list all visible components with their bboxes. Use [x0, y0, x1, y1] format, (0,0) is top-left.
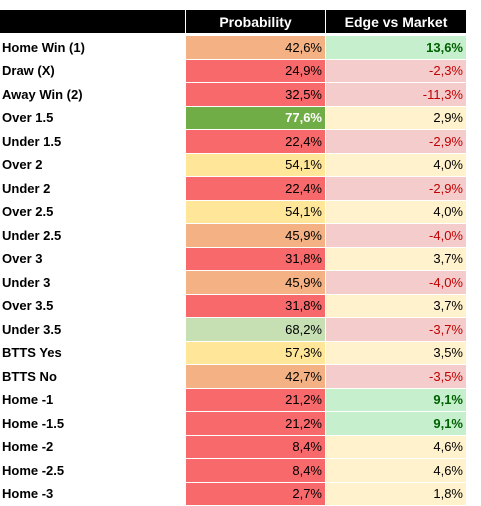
edge-cell: 13,6% — [325, 36, 466, 59]
prediction-cell: BTTS No — [0, 365, 185, 388]
edge-cell: 4,6% — [325, 459, 466, 482]
edge-cell: 4,0% — [325, 201, 466, 224]
probability-cell: 31,8% — [185, 295, 325, 318]
prediction-cell: Over 3.5 — [0, 295, 185, 318]
prediction-cell: BTTS Yes — [0, 342, 185, 365]
probability-cell: 42,6% — [185, 36, 325, 59]
edge-cell: -2,9% — [325, 177, 466, 200]
probability-cell: 42,7% — [185, 365, 325, 388]
edge-cell: -11,3% — [325, 83, 466, 106]
prediction-cell: Over 3 — [0, 248, 185, 271]
prediction-cell: Under 2.5 — [0, 224, 185, 247]
edge-cell: -3,7% — [325, 318, 466, 341]
probability-cell: 21,2% — [185, 389, 325, 412]
prediction-cell: Home -2 — [0, 436, 185, 459]
probability-cell: 24,9% — [185, 60, 325, 83]
prediction-cell: Away Win (2) — [0, 83, 185, 106]
edge-cell: 3,7% — [325, 248, 466, 271]
edge-cell: 1,8% — [325, 483, 466, 506]
prediction-cell: Under 3 — [0, 271, 185, 294]
probability-cell: 45,9% — [185, 271, 325, 294]
probability-cell: 68,2% — [185, 318, 325, 341]
probability-cell: 2,7% — [185, 483, 325, 506]
probability-cell: 77,6% — [185, 107, 325, 130]
table-row: Away Win (2)32,5%-11,3% — [0, 83, 466, 107]
probability-cell: 8,4% — [185, 459, 325, 482]
header-row: Prediction Probability Edge vs Market — [0, 10, 466, 34]
probability-cell: 54,1% — [185, 154, 325, 177]
probability-cell: 45,9% — [185, 224, 325, 247]
probability-cell: 21,2% — [185, 412, 325, 435]
table: Prediction Probability Edge vs Market Ho… — [0, 10, 466, 506]
edge-cell: 4,6% — [325, 436, 466, 459]
probability-cell: 22,4% — [185, 177, 325, 200]
prediction-cell: Over 1.5 — [0, 107, 185, 130]
prediction-cell: Home -2.5 — [0, 459, 185, 482]
edge-cell: 3,7% — [325, 295, 466, 318]
prediction-cell: Under 2 — [0, 177, 185, 200]
edge-cell: -3,5% — [325, 365, 466, 388]
edge-cell: -2,3% — [325, 60, 466, 83]
probability-cell: 57,3% — [185, 342, 325, 365]
probability-cell: 32,5% — [185, 83, 325, 106]
probability-cell: 22,4% — [185, 130, 325, 153]
prediction-cell: Home Win (1) — [0, 36, 185, 59]
edge-cell: -4,0% — [325, 271, 466, 294]
table-row: Home Win (1)42,6%13,6% — [0, 36, 466, 60]
header-cell: Prediction — [0, 10, 185, 33]
edge-cell: 2,9% — [325, 107, 466, 130]
prediction-cell: Home -1.5 — [0, 412, 185, 435]
edge-cell: 9,1% — [325, 412, 466, 435]
edge-cell: -4,0% — [325, 224, 466, 247]
prediction-cell: Draw (X) — [0, 60, 185, 83]
edge-cell: 3,5% — [325, 342, 466, 365]
header-cell: Edge vs Market — [325, 10, 466, 33]
prediction-cell: Home -3 — [0, 483, 185, 506]
edge-cell: 4,0% — [325, 154, 466, 177]
probability-cell: 54,1% — [185, 201, 325, 224]
probability-cell: 31,8% — [185, 248, 325, 271]
prediction-cell: Over 2 — [0, 154, 185, 177]
edge-cell: 9,1% — [325, 389, 466, 412]
prediction-cell: Over 2.5 — [0, 201, 185, 224]
prediction-cell: Home -1 — [0, 389, 185, 412]
prediction-cell: Under 3.5 — [0, 318, 185, 341]
edge-cell: -2,9% — [325, 130, 466, 153]
header-cell: Probability — [185, 10, 325, 33]
prediction-cell: Under 1.5 — [0, 130, 185, 153]
probability-cell: 8,4% — [185, 436, 325, 459]
table-row: Draw (X)24,9%-2,3% — [0, 60, 466, 84]
